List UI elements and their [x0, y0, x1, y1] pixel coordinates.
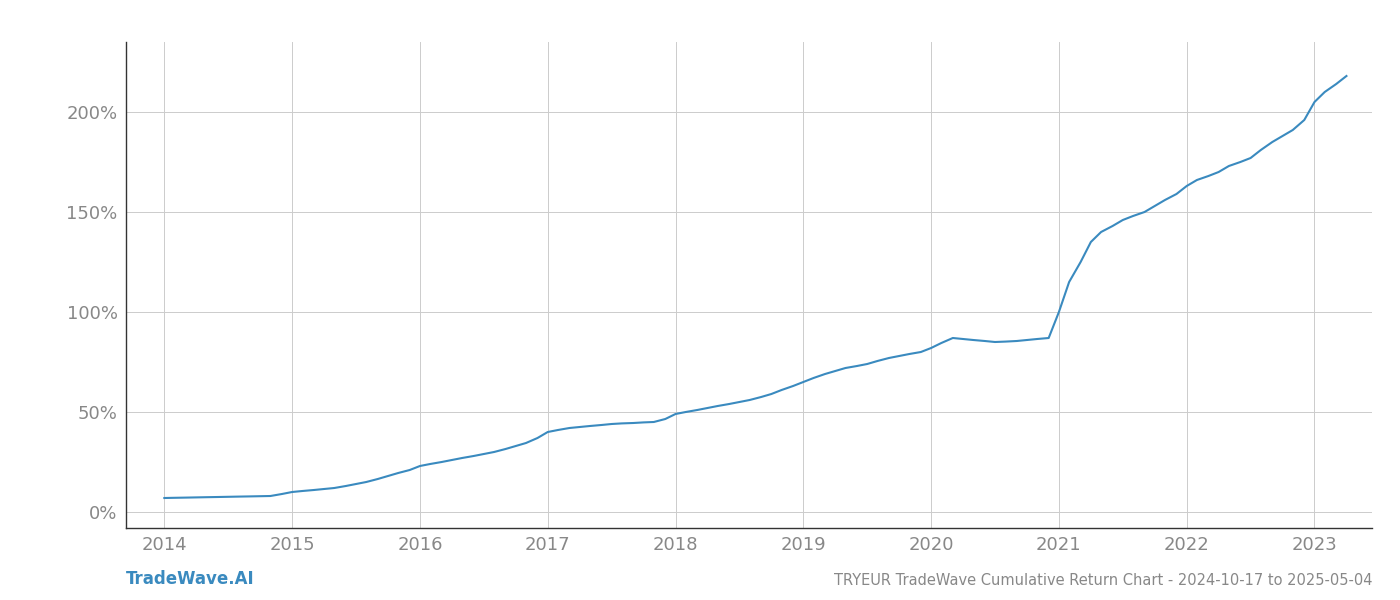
Text: TradeWave.AI: TradeWave.AI [126, 570, 255, 588]
Text: TRYEUR TradeWave Cumulative Return Chart - 2024-10-17 to 2025-05-04: TRYEUR TradeWave Cumulative Return Chart… [833, 573, 1372, 588]
